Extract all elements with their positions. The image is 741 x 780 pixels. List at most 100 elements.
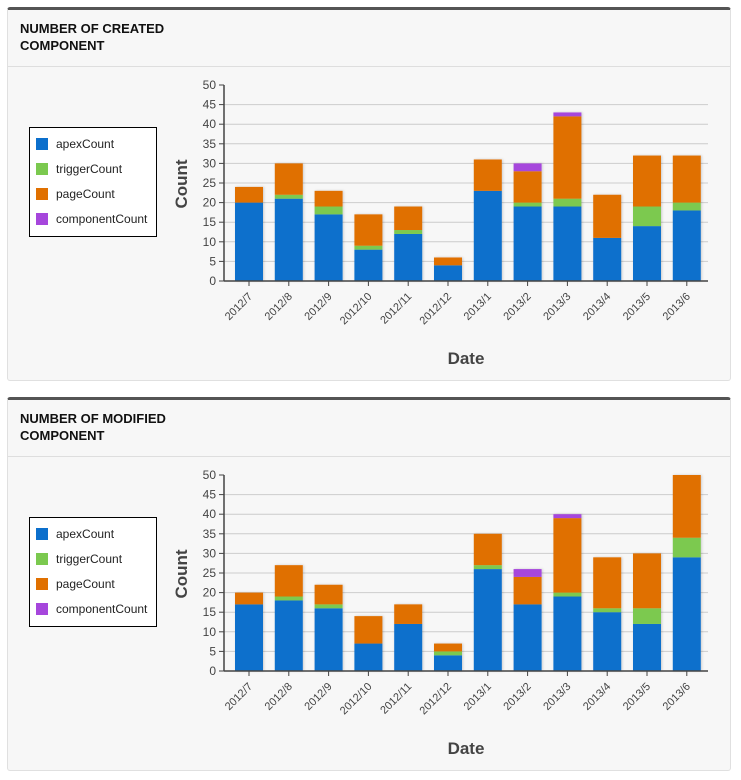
- bar-segment-apexcount: [633, 623, 661, 671]
- x-tick-label: 2013/1: [462, 681, 494, 713]
- x-tick-label: 2013/2: [501, 681, 533, 713]
- x-tick-label: 2013/5: [621, 681, 653, 713]
- x-tick-label: 2013/5: [621, 291, 653, 323]
- y-tick-label: 40: [203, 117, 217, 131]
- bar-segment-pagecount: [394, 206, 423, 231]
- y-tick-label: 20: [203, 196, 217, 210]
- legend-item-pagecount[interactable]: pageCount: [36, 187, 115, 201]
- x-tick-label: 2012/12: [418, 291, 455, 328]
- bar-segment-apexcount: [235, 202, 263, 281]
- bar-segment-pagecount: [672, 475, 701, 538]
- legend-item-pagecount[interactable]: pageCount: [36, 577, 115, 591]
- legend-label: pageCount: [56, 187, 115, 201]
- card-header: NUMBER OF MODIFIED COMPONENT: [8, 400, 730, 457]
- y-tick-label: 50: [203, 78, 217, 92]
- bar-segment-apexcount: [672, 210, 701, 281]
- legend-label: apexCount: [56, 137, 115, 151]
- bar-segment-pagecount: [593, 557, 622, 609]
- y-tick-label: 30: [203, 546, 217, 560]
- bar-segment-apexcount: [314, 608, 343, 671]
- bar-segment-apexcount: [513, 604, 542, 671]
- bar-segment-pagecount: [633, 155, 661, 207]
- y-tick-label: 5: [209, 254, 216, 268]
- bar-segment-pagecount: [633, 553, 661, 609]
- bar-segment-apexcount: [633, 226, 661, 281]
- legend-item-componentcount[interactable]: componentCount: [36, 212, 147, 226]
- bar-segment-pagecount: [553, 518, 582, 593]
- bar-segment-apexcount: [434, 265, 462, 281]
- x-tick-label: 2013/3: [541, 681, 573, 713]
- chart-legend: apexCount triggerCount pageCount compone…: [29, 127, 157, 237]
- x-tick-label: 2012/9: [302, 291, 334, 323]
- created-component-card: NUMBER OF CREATED COMPONENT apexCount tr…: [7, 7, 731, 381]
- card-header: NUMBER OF CREATED COMPONENT: [8, 10, 730, 67]
- bar-segment-componentcount: [553, 112, 582, 117]
- bar-segment-apexcount: [593, 237, 622, 281]
- bar-segment-apexcount: [394, 623, 423, 671]
- bar-segment-componentcount: [513, 569, 542, 577]
- x-tick-label: 2012/7: [223, 681, 255, 713]
- bar-segment-pagecount: [314, 584, 343, 605]
- bar-segment-pagecount: [473, 159, 502, 191]
- x-tick-label: 2012/7: [223, 291, 255, 323]
- bar-segment-apexcount: [513, 206, 542, 281]
- bar-segment-triggercount: [274, 596, 303, 601]
- legend-item-apexcount[interactable]: apexCount: [36, 527, 114, 541]
- x-tick-label: 2012/8: [263, 681, 295, 713]
- bar-segment-triggercount: [354, 245, 383, 250]
- bar-segment-triggercount: [593, 608, 622, 613]
- card-title: NUMBER OF MODIFIED COMPONENT: [20, 411, 166, 443]
- legend-swatch: [36, 138, 48, 150]
- y-tick-label: 25: [203, 176, 217, 190]
- legend-item-componentcount[interactable]: componentCount: [36, 602, 147, 616]
- legend-label: triggerCount: [56, 552, 123, 566]
- x-tick-label: 2012/9: [302, 681, 334, 713]
- legend-label: pageCount: [56, 577, 115, 591]
- bar-segment-apexcount: [593, 612, 622, 671]
- bar-segment-pagecount: [354, 214, 383, 246]
- legend-swatch: [36, 188, 48, 200]
- x-axis-title: Date: [448, 349, 485, 368]
- legend-item-triggercount[interactable]: triggerCount: [36, 162, 122, 176]
- bar-segment-pagecount: [672, 155, 701, 203]
- y-tick-label: 25: [203, 566, 217, 580]
- legend-item-triggercount[interactable]: triggerCount: [36, 552, 122, 566]
- bar-segment-pagecount: [434, 257, 462, 266]
- bar-segment-pagecount: [553, 116, 582, 199]
- x-tick-label: 2012/11: [378, 291, 414, 327]
- x-axis-title: Date: [448, 739, 485, 758]
- legend-item-apexcount[interactable]: apexCount: [36, 137, 114, 151]
- bar-segment-triggercount: [672, 202, 701, 211]
- x-tick-label: 2012/10: [338, 681, 375, 718]
- y-tick-label: 5: [209, 644, 216, 658]
- x-tick-label: 2012/12: [418, 681, 455, 718]
- modified-component-card: NUMBER OF MODIFIED COMPONENT apexCount t…: [7, 397, 731, 771]
- legend-swatch: [36, 163, 48, 175]
- bar-segment-apexcount: [473, 190, 502, 281]
- bar-segment-triggercount: [553, 198, 582, 207]
- legend-swatch: [36, 553, 48, 565]
- bar-segment-triggercount: [314, 206, 343, 215]
- y-axis-title: Count: [172, 159, 191, 208]
- x-tick-label: 2013/4: [581, 291, 613, 323]
- y-tick-label: 35: [203, 527, 217, 541]
- card-title: NUMBER OF CREATED COMPONENT: [20, 21, 165, 53]
- y-tick-label: 20: [203, 586, 217, 600]
- legend-label: triggerCount: [56, 162, 123, 176]
- bar-segment-triggercount: [672, 537, 701, 558]
- x-tick-label: 2013/6: [661, 681, 693, 713]
- y-tick-label: 45: [203, 98, 217, 112]
- bar-segment-pagecount: [513, 171, 542, 203]
- bar-segment-pagecount: [354, 616, 383, 644]
- bar-segment-triggercount: [394, 230, 423, 234]
- y-tick-label: 50: [203, 468, 217, 482]
- y-tick-label: 30: [203, 156, 217, 170]
- legend-swatch: [36, 213, 48, 225]
- chart-legend: apexCount triggerCount pageCount compone…: [29, 517, 157, 627]
- legend-label: apexCount: [56, 527, 115, 541]
- x-tick-label: 2012/8: [263, 291, 295, 323]
- bar-segment-pagecount: [513, 576, 542, 605]
- x-tick-label: 2013/6: [661, 291, 693, 323]
- bar-segment-triggercount: [314, 604, 343, 609]
